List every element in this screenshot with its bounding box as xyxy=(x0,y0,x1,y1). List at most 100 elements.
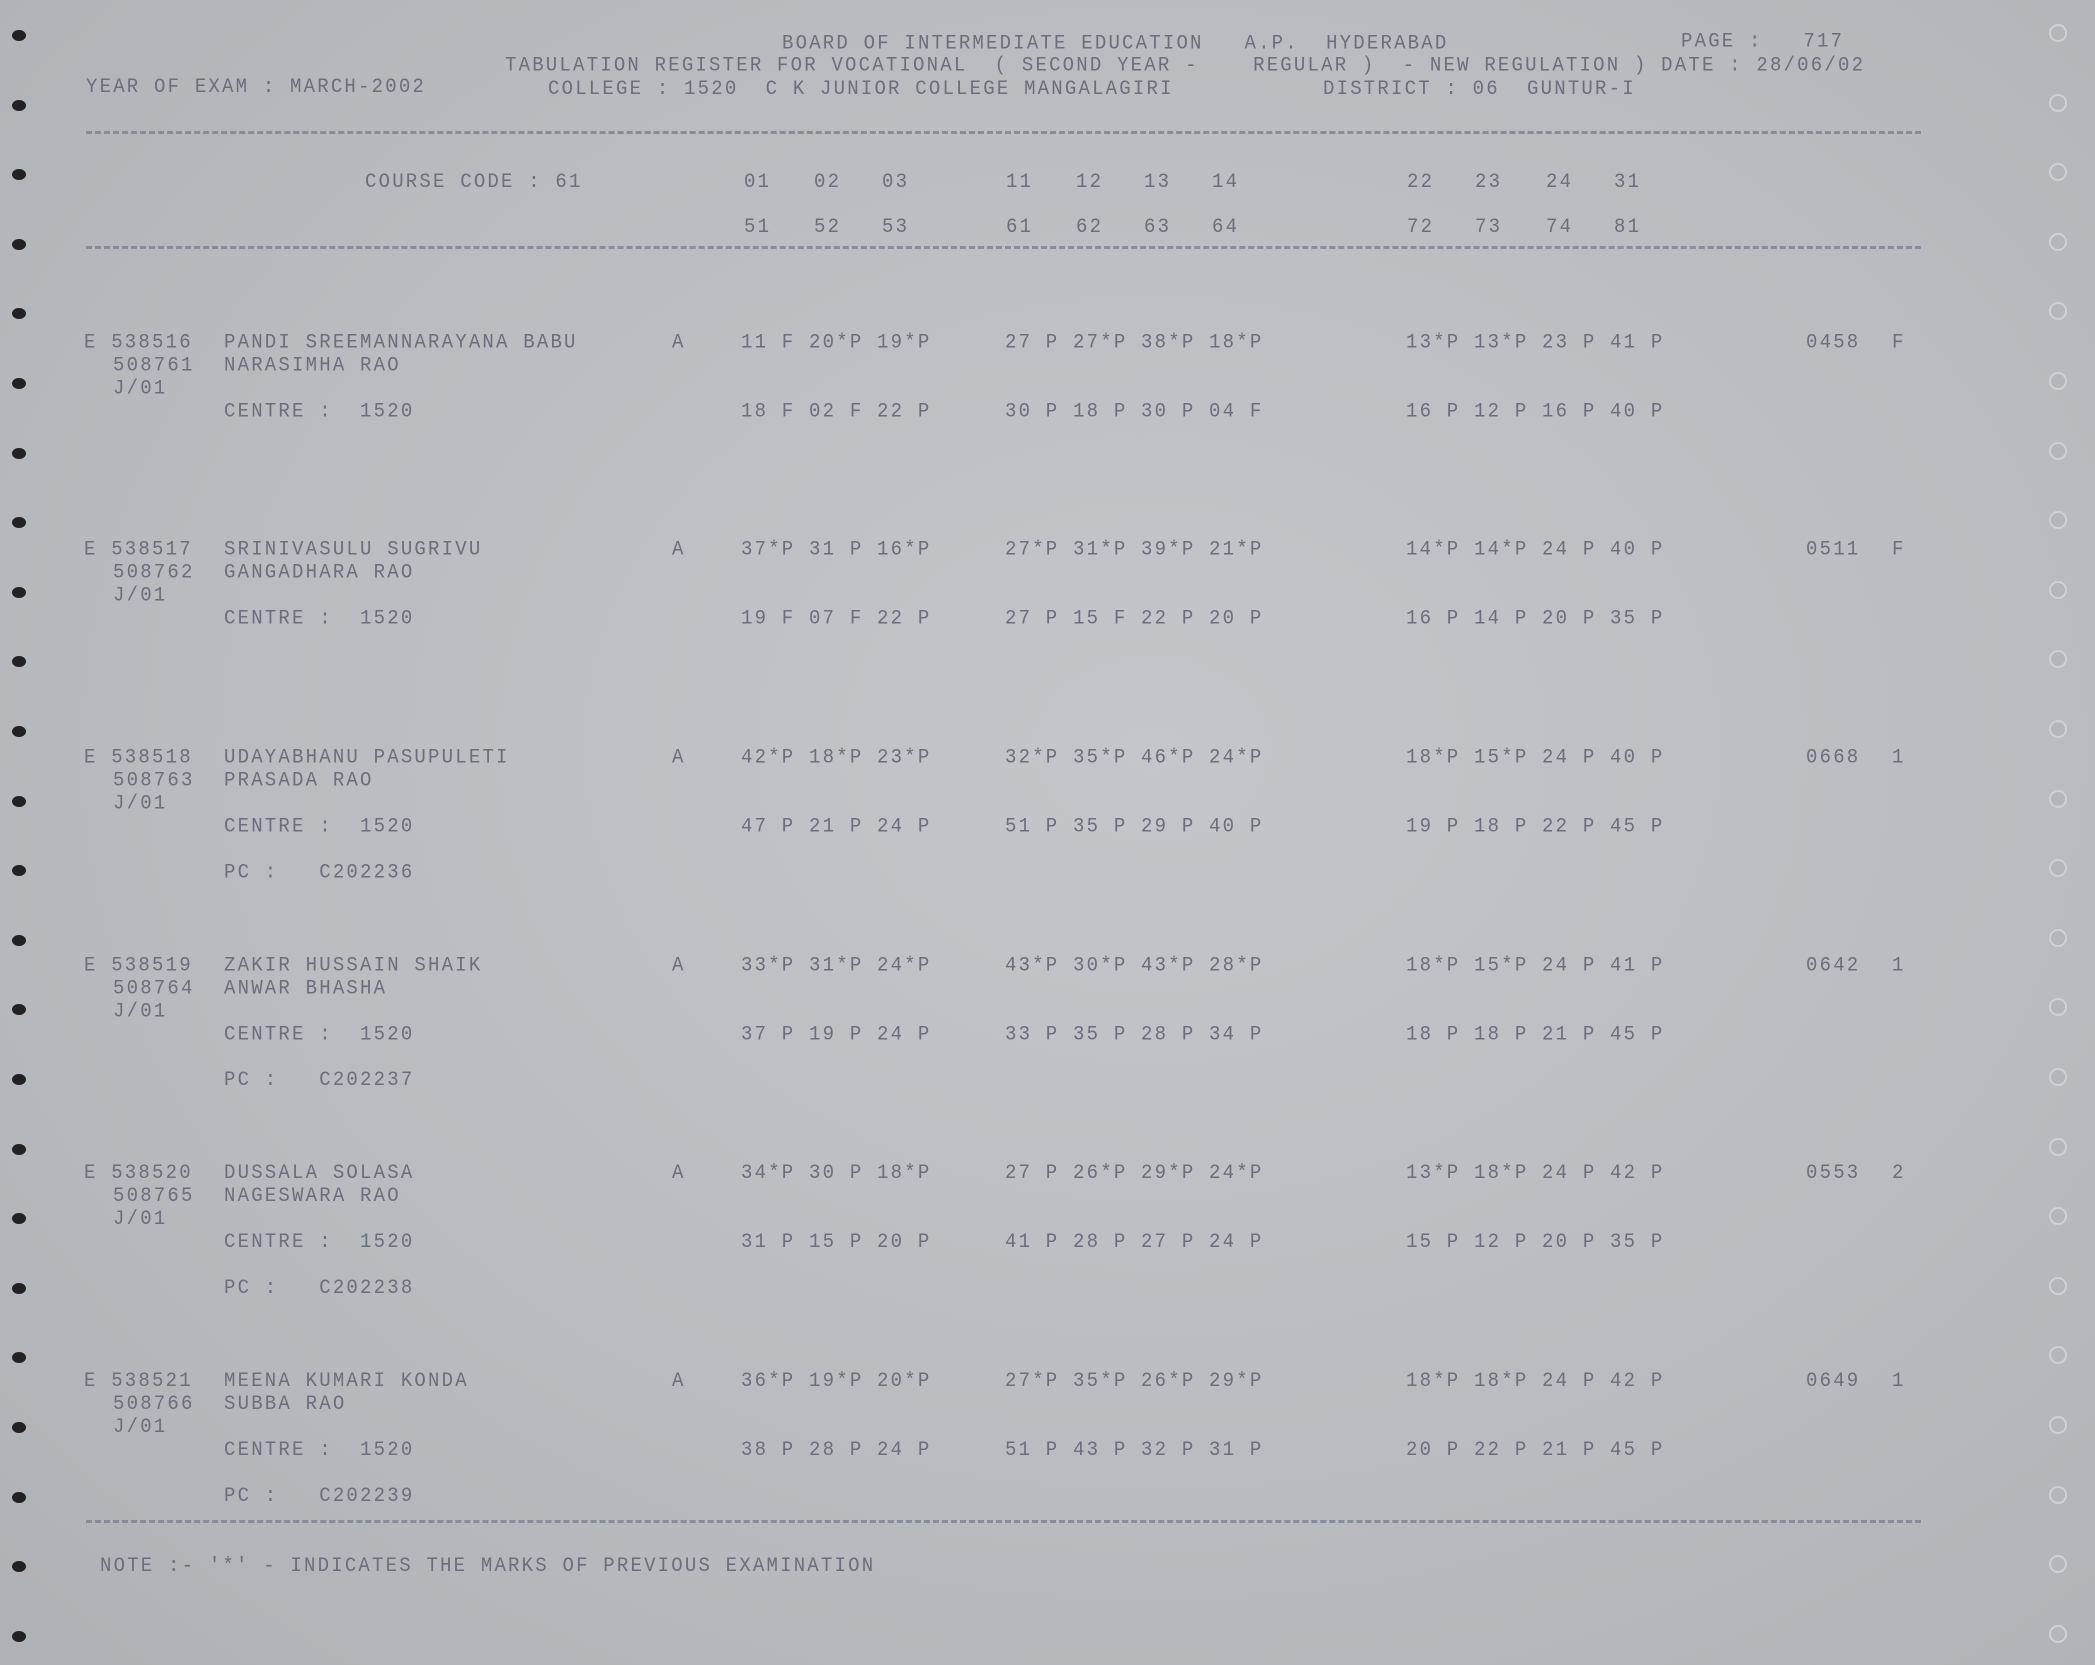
district: DISTRICT : 06 GUNTUR-I xyxy=(1323,77,1636,101)
marks-first-row: 34*P 30 P 18*P xyxy=(741,1161,932,1185)
subject-code: 03 xyxy=(882,170,910,194)
board-title: BOARD OF INTERMEDIATE EDUCATION A.P. HYD… xyxy=(782,31,1449,55)
total-marks: 0553 xyxy=(1806,1161,1861,1185)
hall-ticket-number: E 538518 xyxy=(84,745,193,769)
father-name: NAGESWARA RAO xyxy=(224,1184,401,1208)
student-name: UDAYABHANU PASUPULETI xyxy=(224,745,510,769)
pc-number: PC : C202237 xyxy=(224,1068,415,1092)
marks-first-row: 11 F 20*P 19*P xyxy=(741,330,932,354)
registration-number: 508764 xyxy=(113,976,195,1000)
punch-hole-icon xyxy=(2049,93,2067,112)
subject-code: 11 xyxy=(1006,170,1034,194)
result: F xyxy=(1892,330,1906,354)
punch-hole-icon xyxy=(2049,720,2067,738)
punch-hole-icon xyxy=(12,447,26,459)
registration-number: 508766 xyxy=(113,1392,195,1416)
punch-hole-icon xyxy=(12,726,26,737)
total-marks: 0642 xyxy=(1806,953,1861,977)
punch-hole-icon xyxy=(2049,1346,2067,1365)
group-code: J/01 xyxy=(113,376,168,400)
punch-hole-icon xyxy=(12,1491,26,1503)
divider xyxy=(86,1520,1921,1523)
marks-second-row: 47 P 21 P 24 P xyxy=(741,814,932,838)
pc-number: PC : C202239 xyxy=(224,1484,415,1508)
result: 1 xyxy=(1892,1369,1906,1393)
punch-hole-icon xyxy=(12,1561,26,1573)
subject-code: 12 xyxy=(1076,170,1104,194)
subject-code: 01 xyxy=(744,170,772,194)
father-name: GANGADHARA RAO xyxy=(224,560,415,584)
subject-code: 31 xyxy=(1614,170,1642,194)
course-code: COURSE CODE : 61 xyxy=(365,170,583,194)
result: 2 xyxy=(1892,1161,1906,1185)
student-name: DUSSALA SOLASA xyxy=(224,1161,415,1185)
hall-ticket-number: E 538517 xyxy=(84,537,193,561)
marks-first-row: 27 P 26*P 29*P 24*P xyxy=(1005,1161,1264,1185)
marks-first-row: 18*P 18*P 24 P 42 P xyxy=(1406,1369,1665,1393)
punch-hole-icon xyxy=(2049,928,2067,947)
marks-first-row: 18*P 15*P 24 P 41 P xyxy=(1406,953,1665,977)
group-code: J/01 xyxy=(113,583,168,607)
medium: A xyxy=(672,1369,686,1393)
punch-hole-icon xyxy=(12,169,26,181)
punch-hole-icon xyxy=(2049,1068,2067,1086)
student-name: ZAKIR HUSSAIN SHAIK xyxy=(224,953,483,977)
marks-second-row: 51 P 43 P 32 P 31 P xyxy=(1005,1438,1264,1462)
marks-first-row: 27*P 31*P 39*P 21*P xyxy=(1005,537,1264,561)
father-name: PRASADA RAO xyxy=(224,768,374,792)
total-marks: 0668 xyxy=(1806,745,1861,769)
subject-code: 13 xyxy=(1144,170,1172,194)
subject-code: 14 xyxy=(1212,170,1240,194)
subject-code: 63 xyxy=(1144,215,1172,239)
subject-code: 81 xyxy=(1614,215,1642,239)
punch-hole-icon xyxy=(2049,580,2067,599)
punch-hole-icon xyxy=(2049,859,2067,878)
centre: CENTRE : 1520 xyxy=(224,1022,415,1046)
subject-code: 53 xyxy=(882,215,910,239)
group-code: J/01 xyxy=(113,791,168,815)
divider xyxy=(86,131,1921,134)
registration-number: 508765 xyxy=(113,1184,195,1208)
punch-hole-icon xyxy=(2049,1416,2067,1434)
marks-first-row: 14*P 14*P 24 P 40 P xyxy=(1406,537,1665,561)
punch-hole-icon xyxy=(2049,1137,2067,1156)
medium: A xyxy=(672,745,686,769)
punch-hole-icon xyxy=(12,1213,26,1225)
group-code: J/01 xyxy=(113,1415,168,1439)
marks-first-row: 18*P 15*P 24 P 40 P xyxy=(1406,745,1665,769)
pc-number: PC : C202236 xyxy=(224,860,415,884)
marks-second-row: 51 P 35 P 29 P 40 P xyxy=(1005,814,1264,838)
footer-note: NOTE :- '*' - INDICATES THE MARKS OF PRE… xyxy=(100,1554,876,1578)
registration-number: 508761 xyxy=(113,353,195,377)
marks-first-row: 42*P 18*P 23*P xyxy=(741,745,932,769)
punch-hole-icon xyxy=(2049,302,2067,321)
subject-code: 74 xyxy=(1546,215,1574,239)
punch-hole-icon xyxy=(2049,650,2067,669)
marks-second-row: 38 P 28 P 24 P xyxy=(741,1438,932,1462)
punch-hole-icon xyxy=(12,1004,26,1016)
punch-hole-icon xyxy=(2049,1555,2067,1574)
punch-hole-icon xyxy=(2049,1485,2067,1504)
hall-ticket-number: E 538516 xyxy=(84,330,193,354)
punch-hole-icon xyxy=(12,378,26,389)
punch-hole-icon xyxy=(2049,1207,2067,1226)
punch-hole-icon xyxy=(2049,511,2067,530)
subject-code: 23 xyxy=(1475,170,1503,194)
marks-first-row: 36*P 19*P 20*P xyxy=(741,1369,932,1393)
result: 1 xyxy=(1892,953,1906,977)
punch-hole-icon xyxy=(12,586,26,598)
marks-second-row: 20 P 22 P 21 P 45 P xyxy=(1406,1438,1665,1462)
hall-ticket-number: E 538519 xyxy=(84,953,193,977)
subject-code: 24 xyxy=(1546,170,1574,194)
marks-first-row: 43*P 30*P 43*P 28*P xyxy=(1005,953,1264,977)
centre: CENTRE : 1520 xyxy=(224,606,415,630)
punch-hole-icon xyxy=(12,308,26,320)
punch-hole-icon xyxy=(12,934,26,946)
marks-second-row: 37 P 19 P 24 P xyxy=(741,1022,932,1046)
registration-number: 508762 xyxy=(113,560,195,584)
marks-second-row: 33 P 35 P 28 P 34 P xyxy=(1005,1022,1264,1046)
marks-second-row: 19 P 18 P 22 P 45 P xyxy=(1406,814,1665,838)
student-name: PANDI SREEMANNARAYANA BABU xyxy=(224,330,578,354)
marks-first-row: 37*P 31 P 16*P xyxy=(741,537,932,561)
total-marks: 0511 xyxy=(1806,537,1861,561)
